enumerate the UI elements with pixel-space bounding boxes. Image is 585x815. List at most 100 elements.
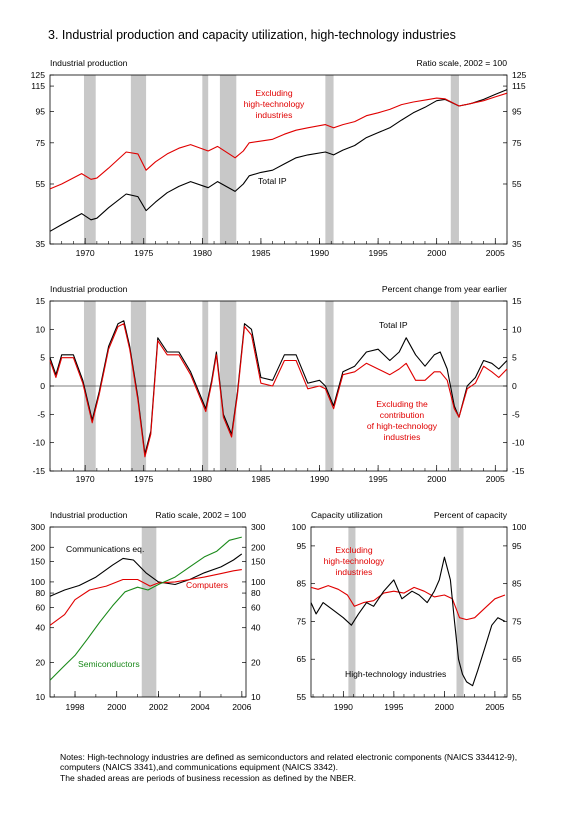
y-tick-label: 65 <box>296 654 306 664</box>
panel-right-label: Percent change from year earlier <box>382 284 507 294</box>
y-tick-label: 125 <box>31 70 46 80</box>
series-annotation: Total IP <box>258 176 287 186</box>
recession-shade <box>83 75 96 244</box>
series-line <box>310 556 506 687</box>
y-tick-label: 300 <box>251 522 266 532</box>
y-tick-label: 115 <box>31 81 45 91</box>
x-tick-label: 2006 <box>232 702 251 712</box>
y-tick-label: 80 <box>35 588 45 598</box>
series-annotation: high-technology <box>244 99 305 109</box>
page-title: 3. Industrial production and capacity ut… <box>48 28 456 42</box>
chart-panel: Capacity utilization Percent of capacity 5… <box>292 510 527 712</box>
series-annotation: Total IP <box>379 320 408 330</box>
y-tick-label: 115 <box>512 81 526 91</box>
notes-line: Notes: High-technology industries are de… <box>60 752 518 762</box>
panel-right-label: Ratio scale, 2002 = 100 <box>155 510 246 520</box>
x-tick-label: 2005 <box>486 474 505 484</box>
chart-panel: Industrial production Ratio scale, 2002 =… <box>31 510 266 712</box>
y-tick-label: 95 <box>512 106 522 116</box>
chart-panel: Industrial production Percent change from… <box>33 284 525 484</box>
series-annotation: Excluding <box>335 545 372 555</box>
plot-frame <box>49 526 247 698</box>
x-tick-label: 1990 <box>310 474 329 484</box>
y-tick-label: 10 <box>251 692 261 702</box>
y-tick-label: 35 <box>35 239 45 249</box>
x-tick-label: 2002 <box>149 702 168 712</box>
y-tick-label: 150 <box>31 557 46 567</box>
y-tick-label: 200 <box>31 542 46 552</box>
notes-line: computers (NAICS 3341),and communication… <box>60 762 338 773</box>
y-tick-label: 75 <box>512 616 522 626</box>
y-tick-label: 95 <box>296 541 306 551</box>
series-line <box>49 323 508 458</box>
y-tick-label: 35 <box>512 239 522 249</box>
series-annotation: Computers <box>186 580 228 590</box>
x-tick-label: 1970 <box>76 248 95 258</box>
panel-left-label: Industrial production <box>50 58 128 68</box>
y-tick-label: -15 <box>512 466 525 476</box>
y-tick-label: 200 <box>251 542 266 552</box>
y-tick-label: 75 <box>35 138 45 148</box>
x-tick-label: 2005 <box>485 702 504 712</box>
y-tick-label: 15 <box>35 296 45 306</box>
series-annotation: Semiconductors <box>78 659 140 669</box>
y-tick-label: 55 <box>296 692 306 702</box>
y-tick-label: 20 <box>35 657 45 667</box>
recession-shade <box>456 527 464 697</box>
y-tick-label: 300 <box>31 522 46 532</box>
x-tick-label: 2000 <box>435 702 454 712</box>
y-tick-label: -10 <box>33 438 46 448</box>
x-tick-label: 1990 <box>310 248 329 258</box>
y-tick-label: 65 <box>512 654 522 664</box>
x-tick-label: 1995 <box>369 474 388 484</box>
x-tick-label: 2005 <box>486 248 505 258</box>
panel-left-label: Capacity utilization <box>311 510 383 520</box>
series-annotation: industries <box>256 110 293 120</box>
series-annotation: Communications eq. <box>66 544 144 554</box>
y-tick-label: 40 <box>35 623 45 633</box>
panel-right-label: Percent of capacity <box>434 510 508 520</box>
x-tick-label: 1995 <box>384 702 403 712</box>
x-tick-label: 1990 <box>334 702 353 712</box>
y-tick-label: 55 <box>35 179 45 189</box>
x-tick-label: 1970 <box>76 474 95 484</box>
x-tick-label: 1995 <box>369 248 388 258</box>
y-tick-label: 100 <box>292 522 307 532</box>
series-annotation: industries <box>384 432 421 442</box>
y-tick-label: 125 <box>512 70 527 80</box>
y-tick-label: 60 <box>251 602 261 612</box>
series-annotation: High-technology industries <box>345 669 446 679</box>
y-tick-label: 40 <box>251 623 261 633</box>
y-tick-label: -10 <box>512 438 525 448</box>
x-tick-label: 1985 <box>251 248 270 258</box>
y-tick-label: 60 <box>35 602 45 612</box>
plot-frame <box>49 74 508 245</box>
y-tick-label: 0 <box>40 381 45 391</box>
y-tick-label: 85 <box>512 579 522 589</box>
y-tick-label: 100 <box>31 577 46 587</box>
y-tick-label: 55 <box>512 692 522 702</box>
panel-right-label: Ratio scale, 2002 = 100 <box>416 58 507 68</box>
series-line <box>49 89 508 232</box>
series-annotation: of high-technology <box>367 421 438 431</box>
x-tick-label: 1975 <box>134 474 153 484</box>
x-tick-label: 1980 <box>193 248 212 258</box>
y-tick-label: 75 <box>512 138 522 148</box>
recession-shade <box>450 75 459 244</box>
y-tick-label: 85 <box>296 579 306 589</box>
y-tick-label: 75 <box>296 616 306 626</box>
panel-left-label: Industrial production <box>50 510 128 520</box>
series-annotation: high-technology <box>324 556 385 566</box>
recession-shade <box>141 527 157 697</box>
y-tick-label: -5 <box>37 409 45 419</box>
y-tick-label: 150 <box>251 557 266 567</box>
panel-left-label: Industrial production <box>50 284 128 294</box>
notes: Notes: High-technology industries are de… <box>60 752 580 783</box>
y-tick-label: 10 <box>512 324 522 334</box>
x-tick-label: 2000 <box>427 474 446 484</box>
y-tick-label: 55 <box>512 179 522 189</box>
series-annotation: industries <box>336 567 373 577</box>
y-tick-label: 100 <box>251 577 266 587</box>
x-tick-label: 1975 <box>134 248 153 258</box>
